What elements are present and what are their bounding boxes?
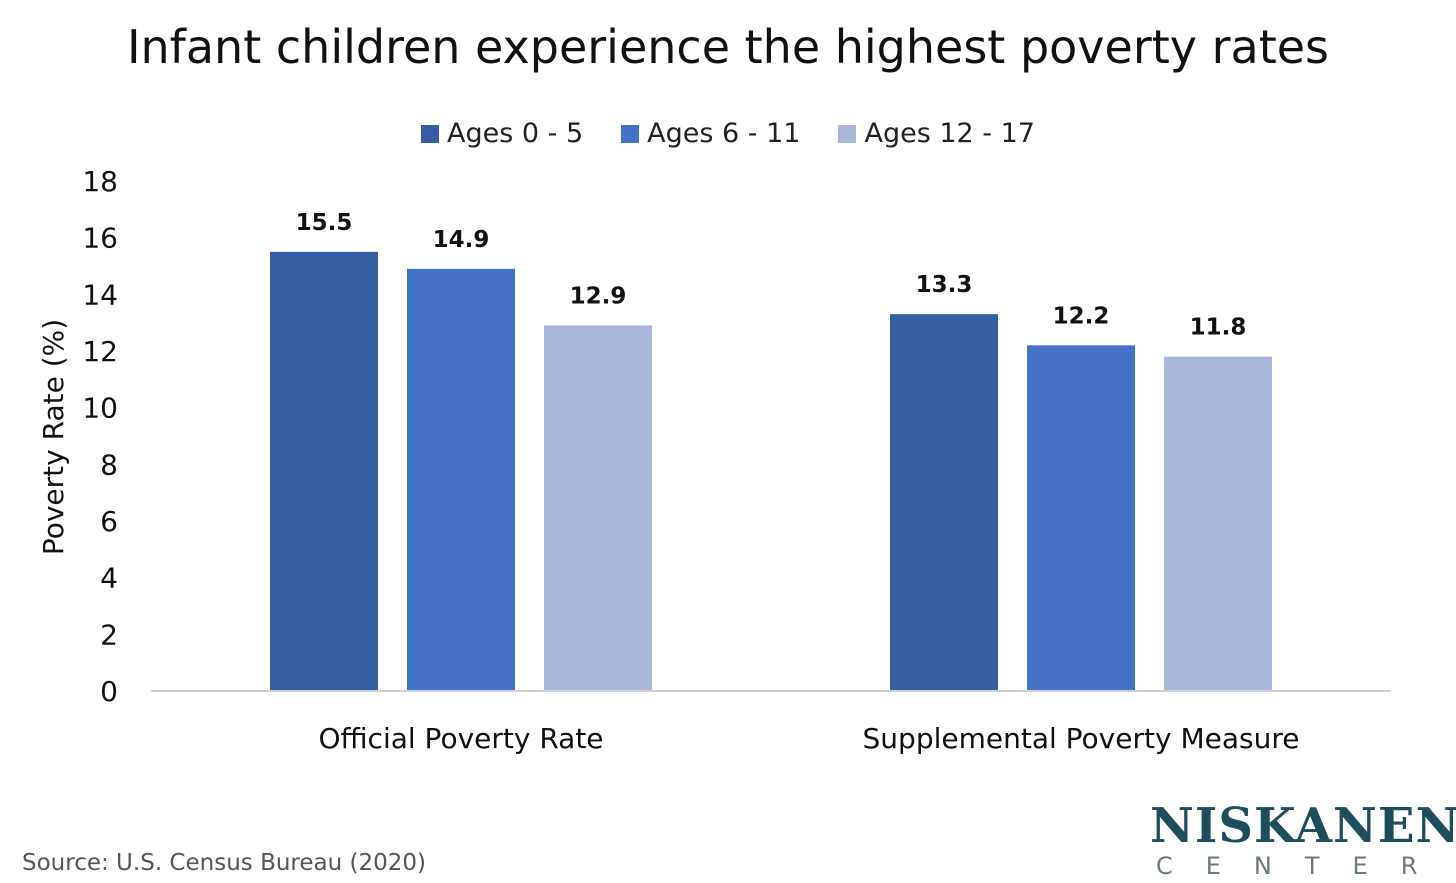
bar-1-1 [270,251,378,692]
y-tick-label: 10 [82,392,118,425]
legend-label-3: Ages 12 - 17 [864,118,1035,149]
y-tick-label: 16 [82,222,118,255]
legend-item-1: Ages 0 - 5 [421,118,583,149]
data-label-2-1: 13.3 [916,272,973,298]
x-category-label-1: Official Poverty Rate [318,722,603,755]
bar-2-2 [1027,345,1135,691]
bar-2-1 [890,314,998,691]
y-tick-label: 14 [82,278,118,311]
y-axis-ticks: 0 2 4 6 8 10 12 14 16 18 [82,165,118,708]
y-tick-label: 6 [100,505,118,538]
y-tick-label: 2 [100,618,118,651]
source-note: Source: U.S. Census Bureau (2020) [22,850,426,876]
data-label-2-2: 12.2 [1053,303,1110,329]
niskanen-center-logo: NISKANEN CENTER [1150,798,1456,880]
bar-2-3 [1164,356,1272,691]
data-label-2-3: 11.8 [1190,315,1247,341]
bars [270,251,1272,692]
x-axis-category-labels: Official Poverty Rate Supplemental Povert… [318,722,1299,755]
brand-sub: CENTER [1156,852,1451,880]
legend-label-2: Ages 6 - 11 [647,118,801,149]
brand-name: NISKANEN [1150,798,1456,854]
x-category-label-2: Supplemental Poverty Measure [863,722,1300,755]
bar-1-3 [544,325,652,691]
y-tick-label: 12 [82,335,118,368]
legend-item-2: Ages 6 - 11 [621,118,800,149]
y-tick-label: 8 [100,448,118,481]
bar-chart: 0 2 4 6 8 10 12 14 16 18 15.5 14.9 12.9 13.3 12.2 11.8… [37,165,1391,755]
legend-swatch-2 [621,124,640,143]
y-tick-label: 18 [82,165,118,198]
data-labels: 15.5 14.9 12.9 13.3 12.2 11.8 [296,210,1247,341]
legend: Ages 0 - 5 Ages 6 - 11 Ages 12 - 17 [0,118,1456,149]
data-label-1-2: 14.9 [433,227,490,253]
legend-swatch-3 [838,124,857,143]
chart-title: Infant children experience the highest p… [126,20,1330,74]
bar-1-2 [407,268,515,691]
legend-label-1: Ages 0 - 5 [447,118,584,149]
data-label-1-1: 15.5 [296,210,353,236]
y-tick-label: 0 [100,675,118,708]
data-label-1-3: 12.9 [570,284,627,310]
legend-item-3: Ages 12 - 17 [838,118,1035,149]
y-tick-label: 4 [100,562,118,595]
legend-swatch-1 [421,124,440,143]
y-axis-label: Poverty Rate (%) [37,319,70,555]
